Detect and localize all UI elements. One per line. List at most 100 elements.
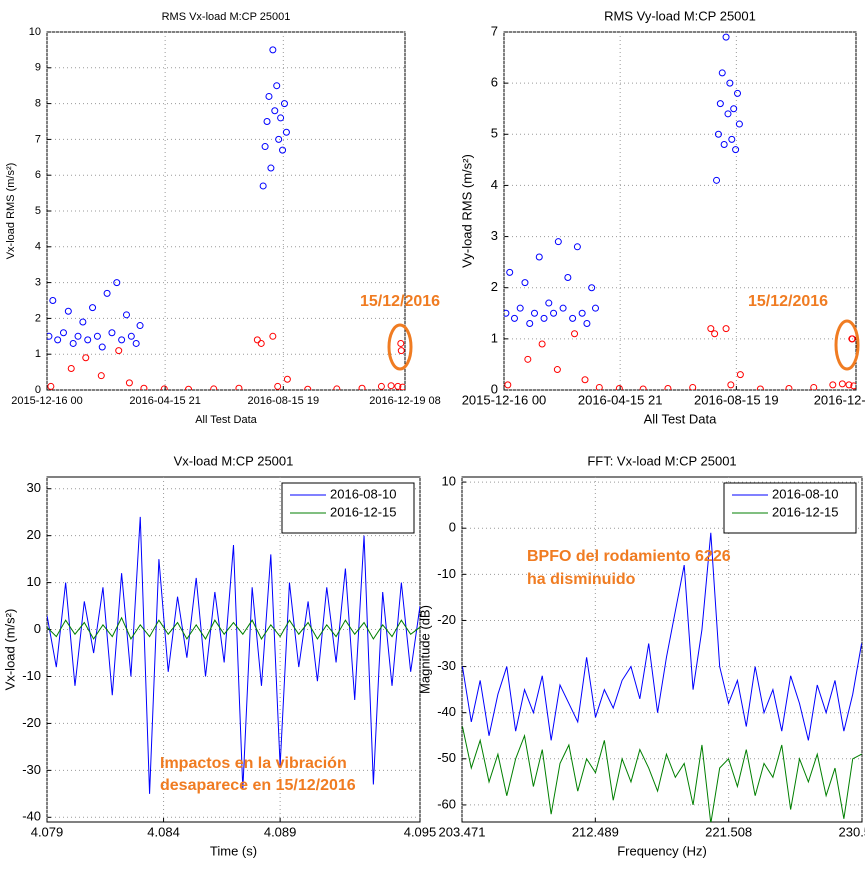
y-tick-label: -60 (437, 796, 456, 811)
y-tick-label: 2 (35, 312, 41, 324)
data-point (397, 347, 405, 355)
data-line (462, 726, 862, 822)
data-point (89, 304, 97, 312)
data-point (639, 385, 647, 390)
annotation: ha disminuido (527, 571, 636, 588)
x-tick-label: 2015-12-16 00 (462, 392, 547, 407)
data-point (716, 100, 724, 108)
data-line (47, 616, 420, 640)
data-point (397, 339, 405, 347)
x-tick-label: 230.527 (839, 824, 865, 839)
x-axis-label: All Test Data (195, 414, 257, 426)
legend-label: 2016-12-15 (330, 504, 397, 519)
data-point (69, 339, 77, 347)
y-tick-label: -20 (22, 715, 41, 730)
data-point (553, 366, 561, 374)
legend-label: 2016-08-10 (772, 486, 839, 501)
chart-panel: Vx-load M:CP 25001 -40 -30 -20 -10 0 10 20 30 4.0… (2, 453, 436, 858)
data-point (734, 89, 742, 97)
data-point (724, 110, 732, 118)
y-tick-label: 5 (35, 205, 41, 217)
x-axis-label: Frequency (Hz) (617, 843, 707, 858)
y-tick-label: -40 (22, 809, 41, 824)
data-point (280, 100, 288, 108)
chart-panel: RMS Vx-load M:CP 25001 0 1 2 3 4 5 6 7 8 9 10 2015-1… (5, 11, 441, 426)
data-point (47, 382, 55, 390)
y-tick-label: 3 (491, 228, 498, 243)
data-point (506, 268, 514, 276)
x-tick-label: 2016-08-15 19 (694, 392, 779, 407)
data-point (848, 335, 856, 343)
data-point (664, 384, 672, 390)
data-point (274, 382, 282, 390)
x-axis-label: Time (s) (210, 843, 257, 858)
data-point (526, 320, 534, 328)
y-tick-label: 30 (27, 480, 41, 495)
marks (47, 516, 420, 794)
data-point (269, 46, 277, 54)
data-point (756, 385, 764, 390)
data-point (275, 135, 283, 143)
data-point (67, 365, 75, 373)
data-point (265, 92, 273, 100)
y-tick-label: 8 (35, 98, 41, 110)
x-tick-label: 2016-04-15 21 (129, 395, 201, 407)
data-point (538, 340, 546, 348)
data-point (785, 384, 793, 390)
data-point (504, 381, 512, 389)
data-point (550, 309, 558, 317)
x-tick-label: 4.084 (147, 824, 180, 839)
data-point (722, 33, 730, 41)
data-point (271, 107, 279, 115)
y-tick-label: 6 (35, 169, 41, 181)
data-point (545, 299, 553, 307)
data-point (540, 314, 548, 322)
data-point (535, 253, 543, 261)
data-point (210, 385, 218, 390)
y-tick-label: -20 (437, 612, 456, 627)
data-point (829, 381, 837, 389)
x-tick-label: 4.079 (31, 824, 64, 839)
data-point (333, 385, 341, 390)
legend-box (723, 482, 857, 534)
data-point (54, 336, 62, 344)
data-point (524, 355, 532, 363)
y-tick-label: 0 (34, 621, 41, 636)
data-point (564, 273, 572, 281)
data-point (530, 309, 538, 317)
data-point (136, 322, 144, 330)
data-point (283, 375, 291, 383)
y-tick-label: 2 (491, 279, 498, 294)
data-point (583, 320, 591, 328)
y-axis-label: Vy-load RMS (m/s²) (459, 154, 474, 268)
data-point (358, 384, 366, 390)
data-point (718, 69, 726, 77)
x-tick-label: 2016-04-15 21 (578, 392, 663, 407)
y-axis-label: Vx-load (m/s²) (2, 609, 17, 691)
x-tick-label: 2016-12-19 08 (369, 395, 441, 407)
data-line (47, 516, 420, 794)
data-point (108, 329, 116, 337)
data-point (722, 325, 730, 333)
data-point (845, 381, 853, 389)
annotation: BPFO del rodamiento 6226 (527, 548, 731, 565)
data-point (79, 318, 87, 326)
marks (47, 46, 405, 390)
data-point (689, 383, 697, 390)
data-point (573, 243, 581, 251)
data-point (736, 371, 744, 379)
data-point (127, 332, 135, 340)
y-tick-label: 6 (491, 75, 498, 90)
y-tick-label: 0 (449, 520, 456, 535)
data-point (521, 279, 529, 287)
x-tick-label: 2016-08-15 19 (248, 395, 320, 407)
data-point (140, 384, 148, 390)
y-tick-label: 7 (35, 133, 41, 145)
data-point (615, 384, 623, 390)
data-point (516, 304, 524, 312)
chart-title: FFT: Vx-load M:CP 25001 (587, 453, 736, 468)
data-point (82, 354, 90, 362)
y-tick-label: -10 (437, 566, 456, 581)
y-tick-label: -40 (437, 704, 456, 719)
